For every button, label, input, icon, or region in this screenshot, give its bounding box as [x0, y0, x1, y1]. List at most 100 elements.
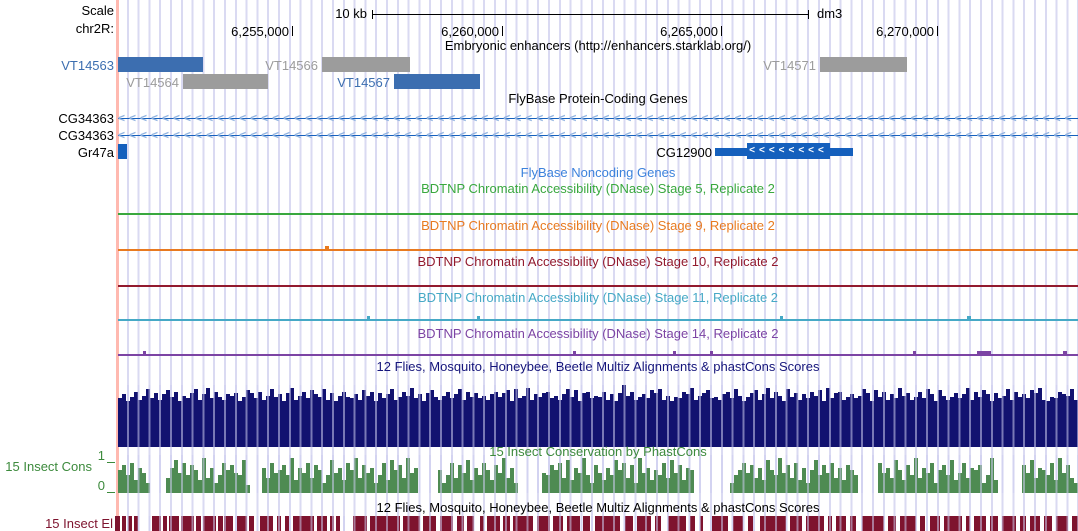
track-title-dnase[interactable]: BDTNP Chromatin Accessibility (DNase) St…	[421, 181, 775, 196]
element-block[interactable]	[457, 516, 464, 531]
element-block[interactable]	[403, 516, 420, 531]
element-block[interactable]	[285, 516, 289, 531]
gene-gr47a-exon[interactable]	[118, 144, 127, 159]
element-block[interactable]	[567, 516, 580, 531]
gene-cg12900-utr-left[interactable]	[715, 148, 747, 156]
dnase-signal-line[interactable]	[118, 213, 1078, 215]
element-block[interactable]	[974, 516, 986, 531]
element-block[interactable]	[790, 516, 802, 531]
element-block[interactable]	[513, 516, 533, 531]
element-block[interactable]	[336, 516, 340, 531]
element-block[interactable]	[595, 516, 620, 531]
element-block[interactable]	[249, 516, 254, 531]
element-block[interactable]	[152, 516, 161, 531]
element-block[interactable]	[440, 516, 453, 531]
track-title-multiz-bottom[interactable]: 12 Flies, Mosquito, Honeybee, Beetle Mul…	[376, 500, 820, 515]
gene-label-cg12900[interactable]: CG12900	[656, 145, 712, 160]
conservation-left-label[interactable]: 15 Insect Cons	[5, 459, 92, 474]
element-block[interactable]	[293, 516, 314, 531]
element-block[interactable]	[480, 516, 484, 531]
track-title-conservation[interactable]: 15 Insect Conservation by PhastCons	[489, 444, 707, 459]
element-block[interactable]	[277, 516, 281, 531]
element-block[interactable]	[169, 516, 179, 531]
gene-label-cg34363-1[interactable]: CG34363	[58, 111, 114, 126]
track-title-dnase[interactable]: BDTNP Chromatin Accessibility (DNase) St…	[417, 254, 779, 269]
element-block[interactable]	[850, 516, 856, 531]
element-block[interactable]	[1002, 516, 1016, 531]
element-block[interactable]	[990, 516, 998, 531]
element-block[interactable]	[1020, 516, 1026, 531]
element-block[interactable]	[128, 516, 132, 531]
element-block[interactable]	[700, 516, 703, 531]
gene-label-gr47a[interactable]: Gr47a	[77, 145, 114, 160]
track-title-enhancers[interactable]: Embryonic enhancers (http://enhancers.st…	[444, 38, 752, 53]
element-block[interactable]	[888, 516, 896, 531]
track-title-noncoding-genes[interactable]: FlyBase Noncoding Genes	[520, 165, 676, 180]
track-title-coding-genes[interactable]: FlyBase Protein-Coding Genes	[508, 91, 688, 106]
element-block[interactable]	[583, 516, 590, 531]
element-block[interactable]	[966, 516, 970, 531]
element-block[interactable]	[218, 516, 223, 531]
enhancer-label[interactable]: VT14567	[337, 75, 390, 90]
element-block[interactable]	[806, 516, 824, 531]
element-block[interactable]	[655, 516, 661, 531]
element-block[interactable]	[930, 516, 940, 531]
track-title-dnase[interactable]: BDTNP Chromatin Accessibility (DNase) St…	[417, 290, 779, 305]
element-block[interactable]	[163, 516, 167, 531]
element-block[interactable]	[862, 516, 884, 531]
element-block[interactable]	[115, 516, 120, 531]
enhancer-bar[interactable]	[394, 74, 480, 89]
element-block[interactable]	[900, 516, 916, 531]
enhancer-bar[interactable]	[183, 74, 268, 89]
dnase-signal-line[interactable]	[118, 249, 1078, 251]
element-block[interactable]	[553, 516, 563, 531]
track-title-dnase[interactable]: BDTNP Chromatin Accessibility (DNase) St…	[421, 218, 775, 233]
gene-cg12900-cds[interactable]: <<<<<<<<	[747, 143, 830, 159]
element-block[interactable]	[920, 516, 925, 531]
element-block[interactable]	[1072, 516, 1078, 531]
element-block[interactable]	[370, 516, 400, 531]
element-block[interactable]	[733, 516, 743, 531]
element-block[interactable]	[260, 516, 273, 531]
element-block[interactable]	[1044, 516, 1052, 531]
element-block[interactable]	[748, 516, 753, 531]
element-block[interactable]	[537, 516, 550, 531]
element-block[interactable]	[353, 516, 367, 531]
element-block[interactable]	[203, 516, 216, 531]
element-block[interactable]	[330, 516, 334, 531]
element-block[interactable]	[122, 516, 126, 531]
element-block[interactable]	[487, 516, 500, 531]
gene-arrow-row[interactable]: <<<<<<<<<<<<<<<<<<<<<<<<<<<<<<<<<<<<<<<<…	[118, 129, 1078, 142]
element-block[interactable]	[944, 516, 962, 531]
element-block[interactable]	[503, 516, 510, 531]
dnase-signal-line[interactable]	[118, 354, 1078, 356]
element-block[interactable]	[668, 516, 686, 531]
element-block[interactable]	[637, 516, 651, 531]
track-title-multiz-top[interactable]: 12 Flies, Mosquito, Honeybee, Beetle Mul…	[376, 359, 820, 374]
element-block[interactable]	[467, 516, 474, 531]
enhancer-label[interactable]: VT14563	[61, 58, 114, 73]
element-block[interactable]	[1030, 516, 1040, 531]
enhancer-label[interactable]: VT14571	[763, 58, 816, 73]
element-block[interactable]	[625, 516, 633, 531]
dnase-signal-line[interactable]	[118, 285, 1078, 287]
element-block[interactable]	[828, 516, 832, 531]
track-title-dnase[interactable]: BDTNP Chromatin Accessibility (DNase) St…	[417, 326, 779, 341]
enhancer-bar[interactable]	[118, 57, 203, 72]
multiz-histogram[interactable]	[118, 385, 1078, 447]
dnase-signal-line[interactable]	[118, 319, 1078, 321]
enhancer-label[interactable]: VT14564	[126, 75, 179, 90]
element-block[interactable]	[423, 516, 436, 531]
gene-label-cg34363-2[interactable]: CG34363	[58, 128, 114, 143]
elements-left-label[interactable]: 15 Insect El	[45, 516, 113, 531]
element-block[interactable]	[760, 516, 786, 531]
enhancer-label[interactable]: VT14566	[265, 58, 318, 73]
element-block[interactable]	[317, 516, 327, 531]
element-block[interactable]	[1056, 516, 1068, 531]
element-block[interactable]	[690, 516, 695, 531]
element-block[interactable]	[181, 516, 194, 531]
element-block[interactable]	[134, 516, 138, 531]
gene-arrow-row[interactable]: <<<<<<<<<<<<<<<<<<<<<<<<<<<<<<<<<<<<<<<<…	[118, 112, 1078, 125]
element-block[interactable]	[196, 516, 201, 531]
element-block[interactable]	[836, 516, 846, 531]
